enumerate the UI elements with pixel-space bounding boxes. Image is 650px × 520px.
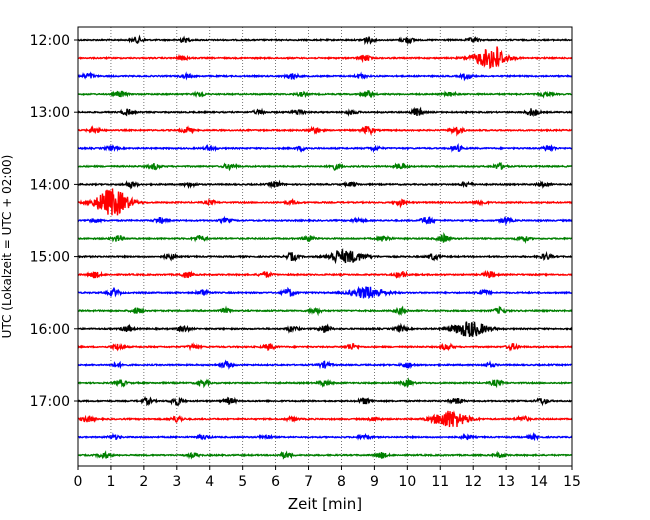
plot-area-frame	[77, 26, 573, 467]
seismic-traces	[77, 34, 573, 460]
x-tick-label: 12	[464, 474, 482, 490]
x-tick-label: 3	[172, 474, 181, 490]
x-tick-label: 1	[106, 474, 115, 490]
trace-line	[77, 232, 573, 245]
x-tick-label: 0	[74, 474, 83, 490]
trace-line	[77, 410, 573, 428]
trace-line	[77, 321, 573, 338]
trace-line	[77, 377, 573, 389]
y-axis-ticks: 12:00 13:00 14:00 15:00 16:00 17:00	[30, 33, 78, 410]
trace-line	[77, 450, 573, 460]
trace-line	[77, 71, 573, 82]
trace-line	[77, 46, 573, 69]
trace-line	[77, 179, 573, 190]
x-tick-label: 13	[497, 474, 515, 490]
trace-line	[77, 188, 573, 216]
x-tick-label: 5	[238, 474, 247, 490]
y-tick-label: 13:00	[30, 105, 70, 121]
y-tick-label: 12:00	[30, 33, 70, 49]
x-tick-label: 2	[139, 474, 148, 490]
trace-line	[77, 125, 573, 137]
x-tick-label: 4	[205, 474, 214, 490]
trace-line	[77, 305, 573, 317]
trace-line	[77, 215, 573, 227]
x-tick-label: 10	[398, 474, 416, 490]
y-tick-label: 17:00	[30, 394, 70, 410]
trace-line	[77, 396, 573, 407]
trace-line	[77, 106, 573, 118]
trace-line	[77, 90, 573, 99]
trace-line	[77, 269, 573, 279]
trace-line	[77, 285, 573, 300]
x-tick-label: 7	[304, 474, 313, 490]
y-tick-label: 14:00	[30, 177, 70, 193]
x-tick-label: 14	[530, 474, 548, 490]
x-tick-label: 8	[337, 474, 346, 490]
trace-line	[77, 341, 573, 352]
x-tick-label: 11	[431, 474, 449, 490]
trace-line	[77, 247, 573, 265]
x-tick-label: 15	[563, 474, 581, 490]
trace-line	[77, 359, 573, 370]
y-axis-label: UTC (Lokalzeit = UTC + 02:00)	[0, 155, 14, 339]
x-tick-label: 6	[271, 474, 280, 490]
trace-line	[77, 431, 573, 442]
trace-line	[77, 161, 573, 172]
trace-line	[77, 34, 573, 46]
trace-line	[77, 142, 573, 154]
x-axis-label: Zeit [min]	[288, 495, 362, 513]
vertical-grid	[110, 27, 540, 466]
x-tick-label: 9	[370, 474, 379, 490]
x-axis-ticks: 0 1 2 3 4 5 6 7 8 9 10 11 12 13 14 15	[74, 466, 581, 490]
y-tick-label: 16:00	[30, 322, 70, 338]
y-tick-label: 15:00	[30, 250, 70, 266]
